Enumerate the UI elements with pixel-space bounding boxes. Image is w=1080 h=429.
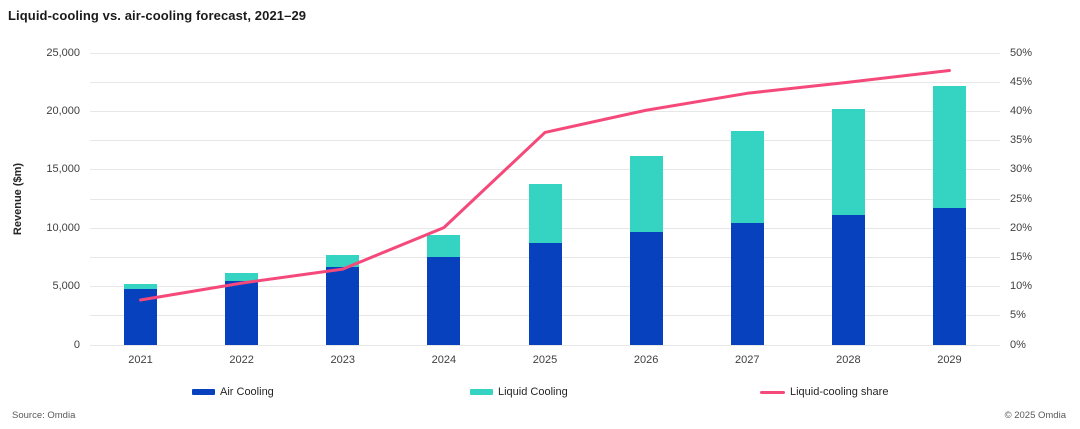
bar-segment-air-cooling xyxy=(225,280,259,345)
bar-segment-liquid-cooling xyxy=(528,184,562,243)
right-axis-tick: 5% xyxy=(1010,309,1026,322)
bar-segment-liquid-cooling xyxy=(730,130,764,223)
right-axis-tick: 35% xyxy=(1010,134,1033,147)
x-axis-tick: 2028 xyxy=(836,354,861,366)
bar-segment-air-cooling xyxy=(831,214,865,345)
legend-item-share-line: Liquid-cooling share xyxy=(760,384,888,400)
bar-2021 xyxy=(124,284,158,345)
air-cooling-swatch-icon xyxy=(192,389,215,395)
gridline xyxy=(90,52,1000,54)
bar-segment-liquid-cooling xyxy=(225,273,259,281)
bar-segment-liquid-cooling xyxy=(427,234,461,257)
source-note: Source: Omdia xyxy=(12,410,76,421)
x-axis-tick: 2029 xyxy=(937,354,962,366)
right-axis-tick: 25% xyxy=(1010,192,1033,205)
right-axis-tick: 45% xyxy=(1010,75,1033,88)
legend-item-air-cooling: Air Cooling xyxy=(192,384,274,400)
bar-segment-air-cooling xyxy=(124,288,158,345)
x-axis-tick: 2023 xyxy=(330,354,356,366)
bar-segment-air-cooling xyxy=(326,266,360,345)
right-axis-tick: 10% xyxy=(1010,280,1033,293)
bar-segment-air-cooling xyxy=(932,207,966,345)
bar-2022 xyxy=(225,273,259,345)
left-axis-tick: 0 xyxy=(73,338,80,351)
plot-area xyxy=(90,52,1000,346)
copyright-note: © 2025 Omdia xyxy=(1004,410,1066,421)
bar-2029 xyxy=(932,86,966,345)
bar-2024 xyxy=(427,234,461,345)
legend-label-air-cooling: Air Cooling xyxy=(220,386,274,398)
left-axis-tick: 10,000 xyxy=(46,221,80,234)
x-axis-tick: 2025 xyxy=(532,354,558,366)
legend-label-share-line: Liquid-cooling share xyxy=(790,386,889,398)
right-axis-tick: 30% xyxy=(1010,163,1033,176)
right-axis-tick: 0% xyxy=(1010,338,1026,351)
x-axis-tick: 2026 xyxy=(633,354,659,366)
bar-2028 xyxy=(831,108,865,345)
bar-2027 xyxy=(730,130,764,345)
right-axis-tick: 50% xyxy=(1010,46,1033,59)
bar-2025 xyxy=(528,184,562,345)
left-axis-tick: 20,000 xyxy=(46,104,80,117)
gridline xyxy=(90,81,1000,83)
bar-segment-liquid-cooling xyxy=(932,86,966,208)
legend-item-liquid-cooling: Liquid Cooling xyxy=(470,384,568,400)
bar-2026 xyxy=(629,156,663,345)
x-axis-tick: 2021 xyxy=(128,354,153,366)
share-line-swatch-icon xyxy=(760,390,785,394)
bar-segment-liquid-cooling xyxy=(326,255,360,267)
bar-2023 xyxy=(326,255,360,345)
right-axis-tick: 20% xyxy=(1010,221,1033,234)
left-axis-tick: 15,000 xyxy=(46,163,80,176)
right-axis-tick: 15% xyxy=(1010,250,1033,263)
bar-segment-liquid-cooling xyxy=(831,108,865,215)
bar-segment-liquid-cooling xyxy=(629,156,663,233)
liquid-cooling-swatch-icon xyxy=(470,389,493,395)
bar-segment-air-cooling xyxy=(629,232,663,345)
bar-segment-air-cooling xyxy=(427,256,461,345)
left-axis-tick: 5,000 xyxy=(52,280,80,293)
right-axis-tick: 40% xyxy=(1010,104,1033,117)
bar-segment-air-cooling xyxy=(730,222,764,345)
x-axis-tick: 2027 xyxy=(734,354,760,366)
legend: Air Cooling Liquid Cooling Liquid-coolin… xyxy=(0,384,1080,400)
x-axis-tick: 2024 xyxy=(431,354,457,366)
legend-label-liquid-cooling: Liquid Cooling xyxy=(498,386,568,398)
bar-segment-air-cooling xyxy=(528,242,562,345)
left-axis-tick: 25,000 xyxy=(46,46,80,59)
x-axis-tick: 2022 xyxy=(229,354,254,366)
gridline xyxy=(90,344,1000,346)
chart-title: Liquid-cooling vs. air-cooling forecast,… xyxy=(8,8,307,23)
